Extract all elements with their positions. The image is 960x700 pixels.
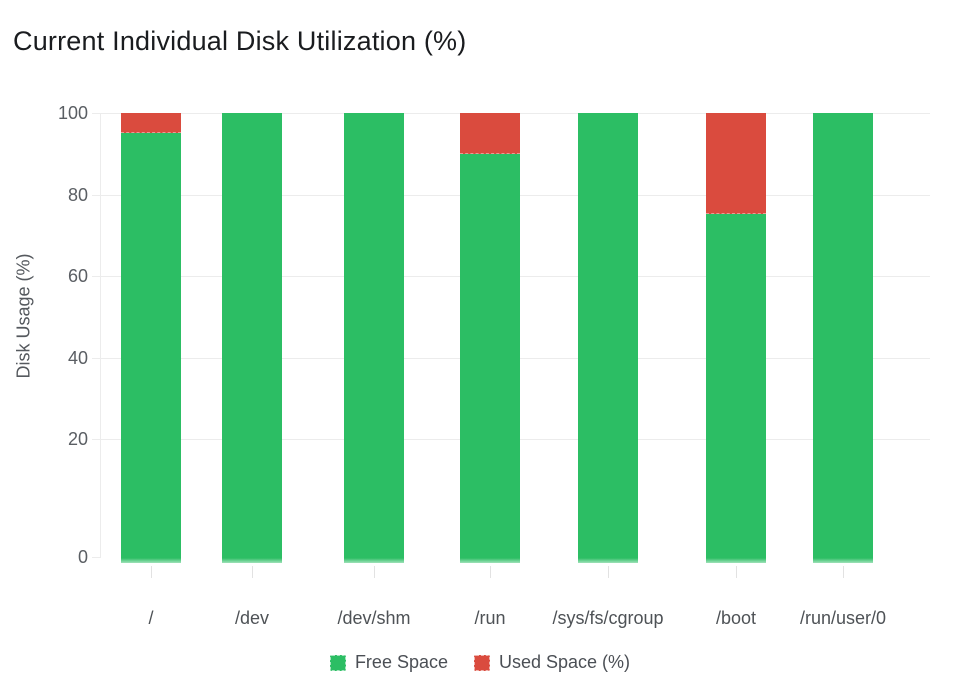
y-axis-zero-tick (92, 557, 100, 558)
bar-segment-used[interactable] (706, 113, 766, 214)
y-tick-label: 60 (67, 266, 88, 286)
y-tick-label: 0 (77, 547, 88, 567)
bar-segment-free[interactable] (813, 113, 873, 563)
x-axis-label: / (148, 608, 154, 628)
x-axis-tick (736, 566, 737, 578)
bar[interactable] (121, 113, 181, 563)
bar[interactable] (813, 113, 873, 563)
bar[interactable] (222, 113, 282, 563)
x-axis-label: /boot (715, 608, 757, 628)
bar[interactable] (706, 113, 766, 563)
legend-swatch-icon (474, 654, 490, 671)
x-axis-label: /run/user/0 (799, 608, 887, 628)
legend-label: Free Space (354, 652, 448, 672)
y-tick-label: 20 (67, 429, 88, 449)
x-axis-label: /run (474, 608, 506, 628)
bar-segment-free[interactable] (222, 113, 282, 563)
bar-segment-free[interactable] (121, 133, 181, 563)
x-axis-tick (374, 566, 375, 578)
x-axis-tick (843, 566, 844, 578)
bar-segment-used[interactable] (121, 113, 181, 133)
legend-label: Used Space (%) (499, 652, 631, 672)
bar-segment-free[interactable] (578, 113, 638, 563)
bar[interactable] (578, 113, 638, 563)
legend-swatch-icon (329, 654, 346, 671)
x-axis-tick (490, 566, 491, 578)
bar-segment-free[interactable] (344, 113, 404, 563)
x-axis-label: /dev/shm (337, 608, 411, 628)
x-axis-label: /sys/fs/cgroup (552, 608, 664, 628)
x-axis-label: /dev (234, 608, 270, 628)
bar[interactable] (460, 113, 520, 563)
y-tick-label: 80 (67, 185, 88, 205)
legend-item-used-space[interactable]: Used Space (%) (474, 652, 630, 673)
bar-segment-free[interactable] (460, 154, 520, 563)
x-axis-tick (608, 566, 609, 578)
legend-item-free-space[interactable]: Free Space (329, 652, 448, 673)
legend: Free Space Used Space (%) (0, 652, 960, 673)
y-axis-line (100, 113, 101, 558)
x-axis-tick (151, 566, 152, 578)
bar-segment-free[interactable] (706, 214, 766, 563)
x-axis-tick (252, 566, 253, 578)
chart-title: Current Individual Disk Utilization (%) (13, 26, 467, 56)
bar-segment-used[interactable] (460, 113, 520, 154)
bar[interactable] (344, 113, 404, 563)
y-tick-label: 100 (57, 103, 88, 123)
y-tick-label: 40 (67, 348, 88, 368)
